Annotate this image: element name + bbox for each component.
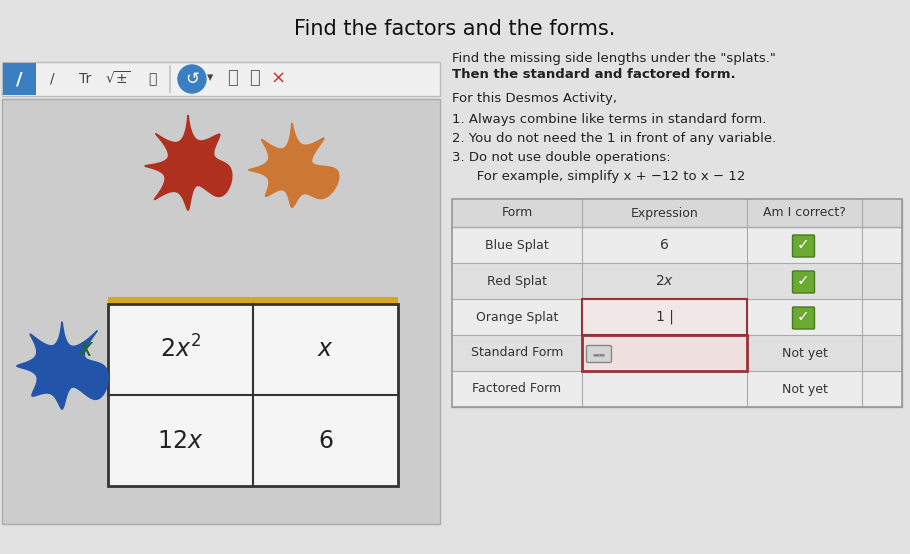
Bar: [2, 99, 440, 524]
Bar: [582, 299, 747, 335]
Text: Standard Form: Standard Form: [470, 346, 563, 360]
Text: Then the standard and factored form.: Then the standard and factored form.: [452, 68, 735, 81]
Text: 3. Do not use double operations:: 3. Do not use double operations:: [452, 151, 671, 164]
Circle shape: [178, 65, 206, 93]
Text: ×: ×: [270, 70, 286, 88]
Text: Blue Splat: Blue Splat: [485, 239, 549, 252]
Text: ▾: ▾: [207, 71, 213, 85]
Text: Expression: Expression: [631, 207, 698, 219]
Text: Red Splat: Red Splat: [487, 274, 547, 288]
Text: ⌢: ⌢: [249, 69, 260, 87]
Text: /: /: [50, 72, 55, 86]
Bar: [582, 335, 747, 371]
Text: Orange Splat: Orange Splat: [476, 310, 558, 324]
Polygon shape: [248, 124, 339, 207]
Text: $6$: $6$: [318, 428, 333, 453]
Text: $2x$: $2x$: [655, 274, 674, 288]
Text: $\sqrt{\pm}$: $\sqrt{\pm}$: [105, 70, 131, 88]
Text: ✓: ✓: [797, 310, 810, 325]
Bar: [452, 335, 902, 371]
Bar: [452, 199, 902, 407]
Text: 2. You do not need the 1 in front of any variable.: 2. You do not need the 1 in front of any…: [452, 132, 776, 145]
Text: For this Desmos Activity,: For this Desmos Activity,: [452, 92, 617, 105]
Text: Tr: Tr: [79, 72, 91, 86]
Bar: [452, 199, 902, 407]
Text: $x$: $x$: [317, 337, 334, 362]
Text: 1 |: 1 |: [655, 310, 673, 324]
Bar: [2, 62, 440, 96]
Bar: [452, 227, 902, 263]
Text: ▬▬: ▬▬: [592, 351, 606, 357]
FancyBboxPatch shape: [793, 235, 814, 257]
FancyBboxPatch shape: [793, 307, 814, 329]
Bar: [3, 63, 36, 95]
Bar: [452, 263, 902, 299]
Text: ✓: ✓: [797, 274, 810, 289]
Text: For example, simplify x + −12 to x − 12: For example, simplify x + −12 to x − 12: [464, 171, 745, 183]
Text: Find the missing side lengths under the "splats.": Find the missing side lengths under the …: [452, 52, 776, 65]
Text: Factored Form: Factored Form: [472, 382, 561, 396]
Bar: [452, 371, 902, 407]
Text: Form: Form: [501, 207, 532, 219]
Bar: [452, 199, 902, 227]
Text: $x$: $x$: [77, 337, 95, 362]
Text: $2x^2$: $2x^2$: [160, 336, 201, 363]
FancyBboxPatch shape: [587, 346, 612, 362]
Text: Am I correct?: Am I correct?: [763, 207, 846, 219]
Text: Not yet: Not yet: [782, 382, 827, 396]
Text: 🖌: 🖌: [147, 72, 157, 86]
Text: 1. Always combine like terms in standard form.: 1. Always combine like terms in standard…: [452, 113, 766, 126]
Text: ↺: ↺: [185, 70, 199, 88]
Polygon shape: [17, 322, 108, 409]
Text: ✓: ✓: [797, 238, 810, 253]
Text: $12x$: $12x$: [157, 428, 204, 453]
Text: Find the factors and the forms.: Find the factors and the forms.: [294, 19, 616, 39]
Bar: [108, 297, 398, 304]
Text: 6: 6: [660, 238, 669, 252]
Polygon shape: [145, 115, 232, 210]
Text: /: /: [15, 70, 23, 88]
FancyBboxPatch shape: [793, 271, 814, 293]
Text: ⌢: ⌢: [227, 69, 238, 87]
Text: Not yet: Not yet: [782, 346, 827, 360]
Bar: [452, 299, 902, 335]
Bar: [108, 304, 398, 486]
